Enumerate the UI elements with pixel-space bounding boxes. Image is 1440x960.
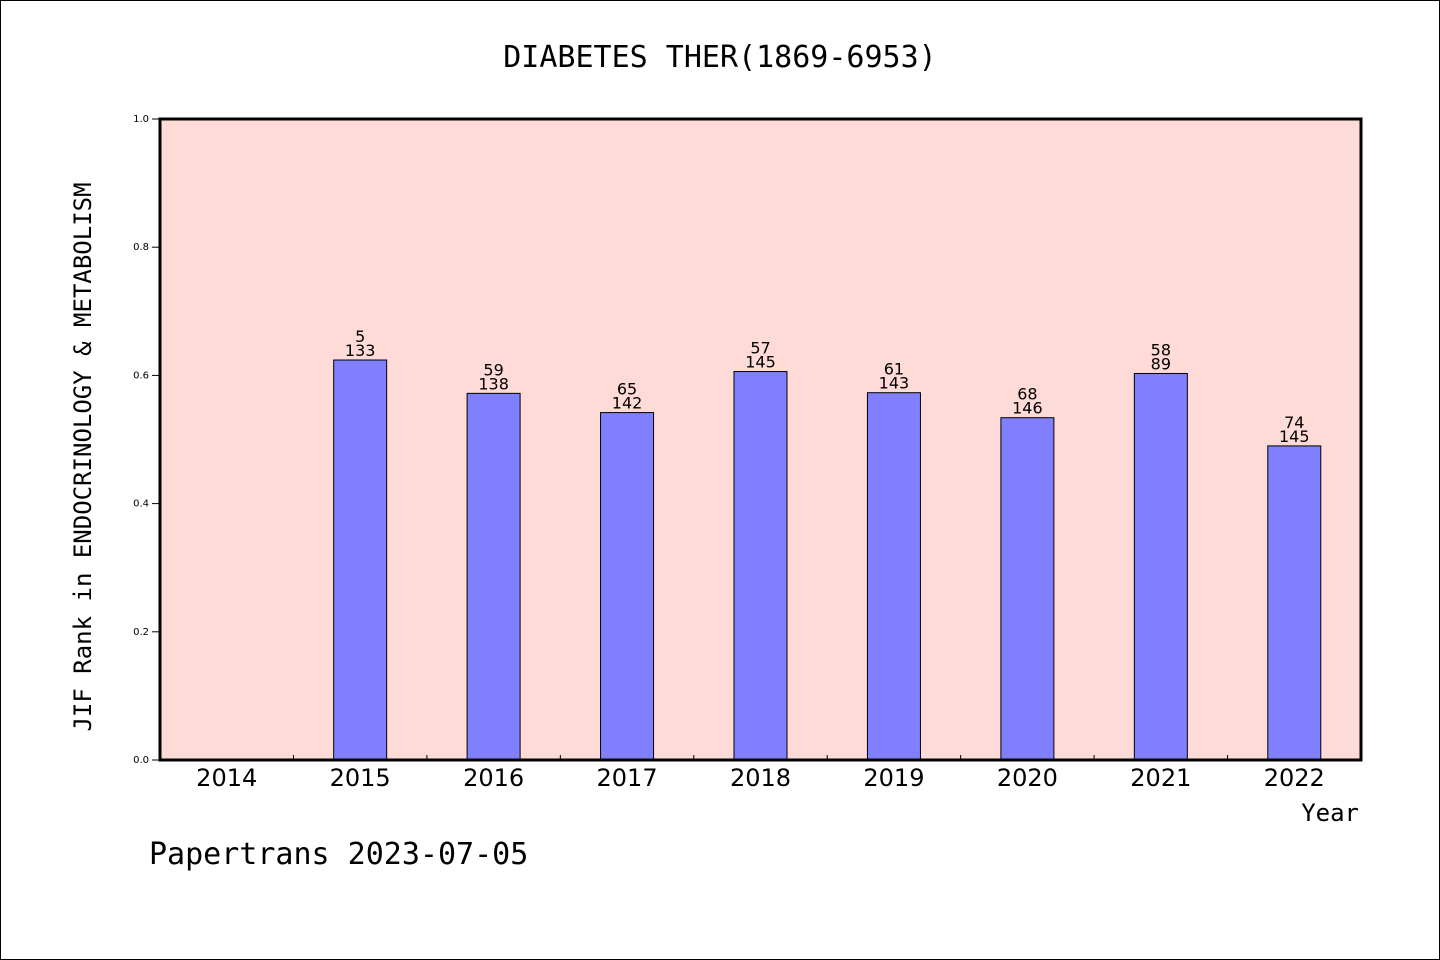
x-axis: 2014 2015 2016 2017 2018 2019 2020 2021 2022 xyxy=(196,755,1325,792)
bar-label-total-2020: 146 xyxy=(1012,399,1043,418)
footer-credit: Papertrans 2023-07-05 xyxy=(149,837,528,872)
bar-label-rank-2022: 74 xyxy=(1284,413,1304,432)
bar-2017 xyxy=(600,412,655,761)
bar-label-total-2022: 145 xyxy=(1279,427,1310,446)
x-tick-label-2014: 2014 xyxy=(196,764,257,792)
bar-label-total-2018: 145 xyxy=(745,353,776,372)
bar-label-total-2016: 138 xyxy=(478,374,509,393)
x-tick-label-2020: 2020 xyxy=(997,764,1058,792)
bars-group xyxy=(333,359,1322,761)
bar-label-rank-2017: 65 xyxy=(617,380,637,399)
y-tick-label: 0.4 xyxy=(133,499,149,510)
y-tick-label: 0.2 xyxy=(133,627,149,638)
bar-2020 xyxy=(1000,417,1055,761)
x-tick-label-2017: 2017 xyxy=(597,764,658,792)
bar-label-rank-2015: 5 xyxy=(355,327,365,346)
y-axis: 0.0 0.2 0.4 0.6 0.8 1.0 xyxy=(133,114,160,766)
x-tick-label-2021: 2021 xyxy=(1130,764,1191,792)
bar-2021 xyxy=(1133,372,1188,761)
bar-label-total-2017: 142 xyxy=(612,394,643,413)
bar-label-rank-2021: 58 xyxy=(1151,340,1171,359)
bar-label-total-2021: 89 xyxy=(1151,354,1171,373)
bar-2015 xyxy=(333,359,388,761)
y-axis-label: JIF Rank in ENDOCRINOLOGY & METABOLISM xyxy=(69,182,97,731)
y-tick-label: 0.6 xyxy=(133,370,149,381)
plot-border xyxy=(158,117,1363,762)
x-axis-label: Year xyxy=(1301,799,1359,827)
bar-2018 xyxy=(733,371,788,761)
x-tick-label-2022: 2022 xyxy=(1264,764,1325,792)
bar-2022 xyxy=(1267,445,1322,761)
bar-2019 xyxy=(866,392,921,761)
bar-label-rank-2016: 59 xyxy=(483,360,503,379)
x-tick-label-2016: 2016 xyxy=(463,764,524,792)
bar-label-total-2015: 133 xyxy=(345,341,376,360)
y-tick-label: 1.0 xyxy=(133,114,149,125)
y-tick-label: 0.0 xyxy=(133,755,149,766)
chart-title: DIABETES THER(1869-6953) xyxy=(503,40,936,75)
bar-label-rank-2019: 61 xyxy=(884,360,904,379)
bar-label-rank-2020: 68 xyxy=(1017,385,1037,404)
bar-2016 xyxy=(466,392,521,761)
x-tick-label-2018: 2018 xyxy=(730,764,791,792)
x-tick-label-2019: 2019 xyxy=(863,764,924,792)
x-tick-label-2015: 2015 xyxy=(330,764,391,792)
y-tick-label: 0.8 xyxy=(133,242,149,253)
bar-label-total-2019: 143 xyxy=(879,374,910,393)
bar-label-rank-2018: 57 xyxy=(750,339,770,358)
